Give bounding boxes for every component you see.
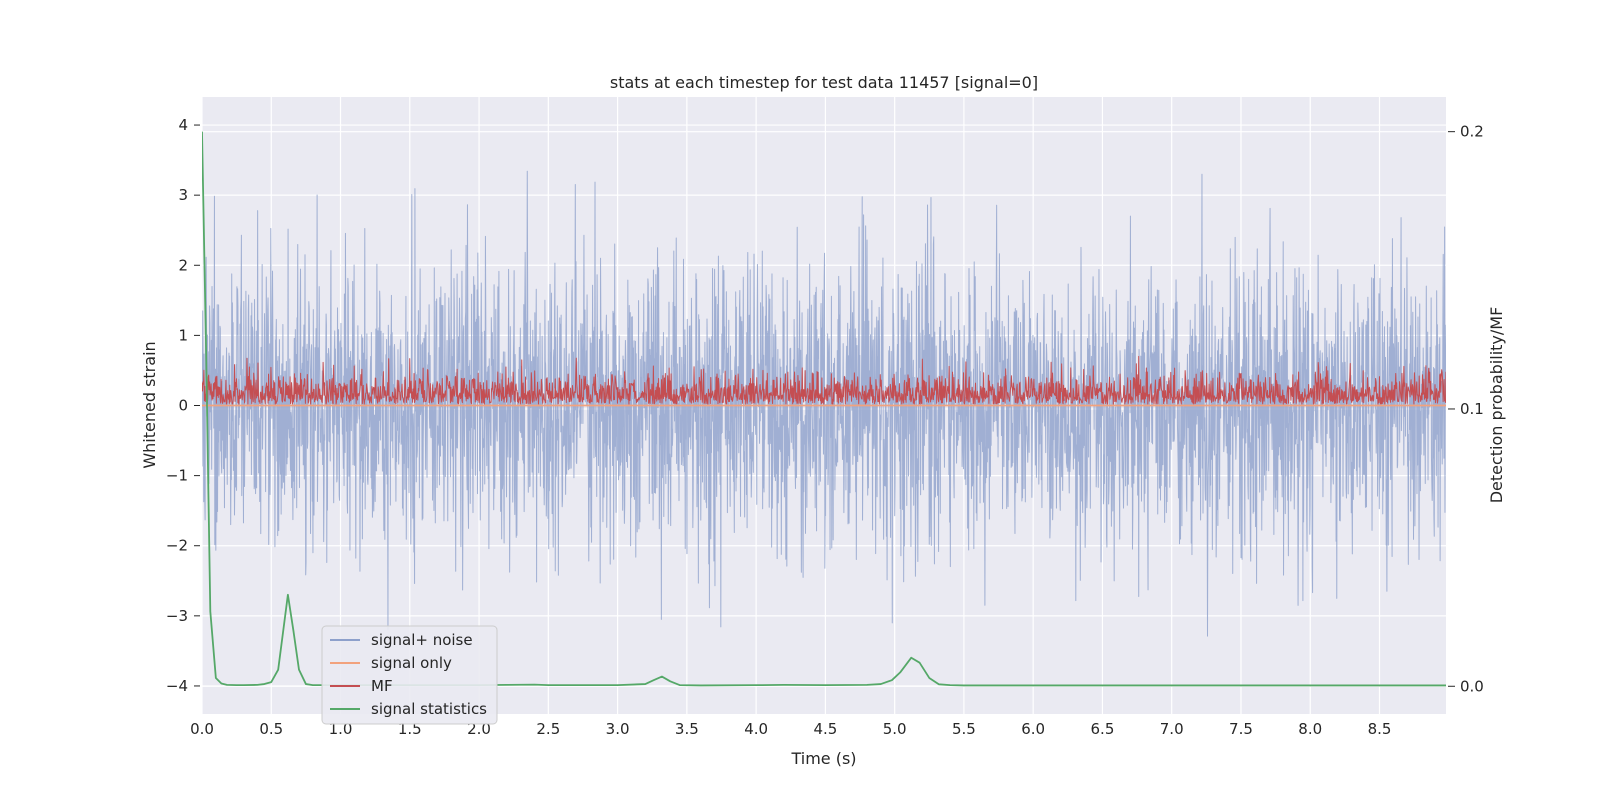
x-tick-label: 6.0 bbox=[1021, 720, 1045, 738]
y2-tick-label: 0.1 bbox=[1460, 400, 1484, 418]
y2-axis-label: Detection probability/MF bbox=[1487, 307, 1506, 504]
series-layer bbox=[202, 131, 1446, 687]
x-tick-label: 0.0 bbox=[190, 720, 214, 738]
x-tick-label: 8.5 bbox=[1368, 720, 1392, 738]
x-tick-label: 8.0 bbox=[1298, 720, 1322, 738]
x-tick-label: 6.5 bbox=[1091, 720, 1115, 738]
legend-item-signal-statistics: signal statistics bbox=[330, 700, 487, 718]
legend-label-mf: MF bbox=[371, 677, 393, 695]
series-line-mf bbox=[202, 355, 1446, 405]
x-tick-label: 2.5 bbox=[536, 720, 560, 738]
y-tick-label: −2 bbox=[166, 537, 188, 555]
x-tick-label: 7.0 bbox=[1160, 720, 1184, 738]
y-tick-label: −1 bbox=[166, 467, 188, 485]
y2-tick-label: 0.2 bbox=[1460, 123, 1484, 141]
y2-axis-ticks: 0.0 0.1 0.2 bbox=[1448, 123, 1484, 695]
x-axis-ticks: 0.0 0.5 1.0 1.5 2.0 2.5 3.0 3.5 4.0 4.5 5.0 5.5 6.0 6… bbox=[190, 720, 1391, 738]
series-line-signal-statistics bbox=[202, 131, 1446, 687]
x-tick-label: 0.5 bbox=[259, 720, 283, 738]
y2-tick-label: 0.0 bbox=[1460, 677, 1484, 695]
y-tick-label: −4 bbox=[166, 677, 188, 695]
x-tick-label: 3.5 bbox=[675, 720, 699, 738]
x-tick-label: 3.0 bbox=[606, 720, 630, 738]
y-axis-label: Whitened strain bbox=[140, 341, 159, 468]
chart-title: stats at each timestep for test data 114… bbox=[610, 73, 1038, 92]
legend-label-signal-statistics: signal statistics bbox=[371, 700, 487, 718]
legend-item-mf: MF bbox=[330, 677, 393, 695]
x-tick-label: 5.5 bbox=[952, 720, 976, 738]
y-tick-label: 2 bbox=[178, 256, 188, 274]
y-tick-label: 3 bbox=[178, 186, 188, 204]
y-tick-label: −3 bbox=[166, 607, 188, 625]
legend-item-signal-noise: signal+ noise bbox=[330, 631, 473, 649]
y-tick-label: 1 bbox=[178, 326, 188, 344]
legend: signal+ noise signal only MF signal stat… bbox=[321, 625, 498, 725]
x-axis-label: Time (s) bbox=[790, 749, 856, 768]
legend-label-signal-noise: signal+ noise bbox=[371, 631, 473, 649]
y-tick-label: 0 bbox=[178, 397, 188, 415]
x-tick-label: 4.5 bbox=[813, 720, 837, 738]
y-axis-ticks: −4 −3 −2 −1 0 1 2 3 4 bbox=[166, 116, 200, 695]
x-tick-label: 7.5 bbox=[1229, 720, 1253, 738]
legend-item-signal-only: signal only bbox=[330, 654, 452, 672]
x-tick-label: 4.0 bbox=[744, 720, 768, 738]
legend-label-signal-only: signal only bbox=[371, 654, 452, 672]
x-tick-label: 5.0 bbox=[883, 720, 907, 738]
legend-box bbox=[321, 625, 498, 725]
y-tick-label: 4 bbox=[178, 116, 188, 134]
